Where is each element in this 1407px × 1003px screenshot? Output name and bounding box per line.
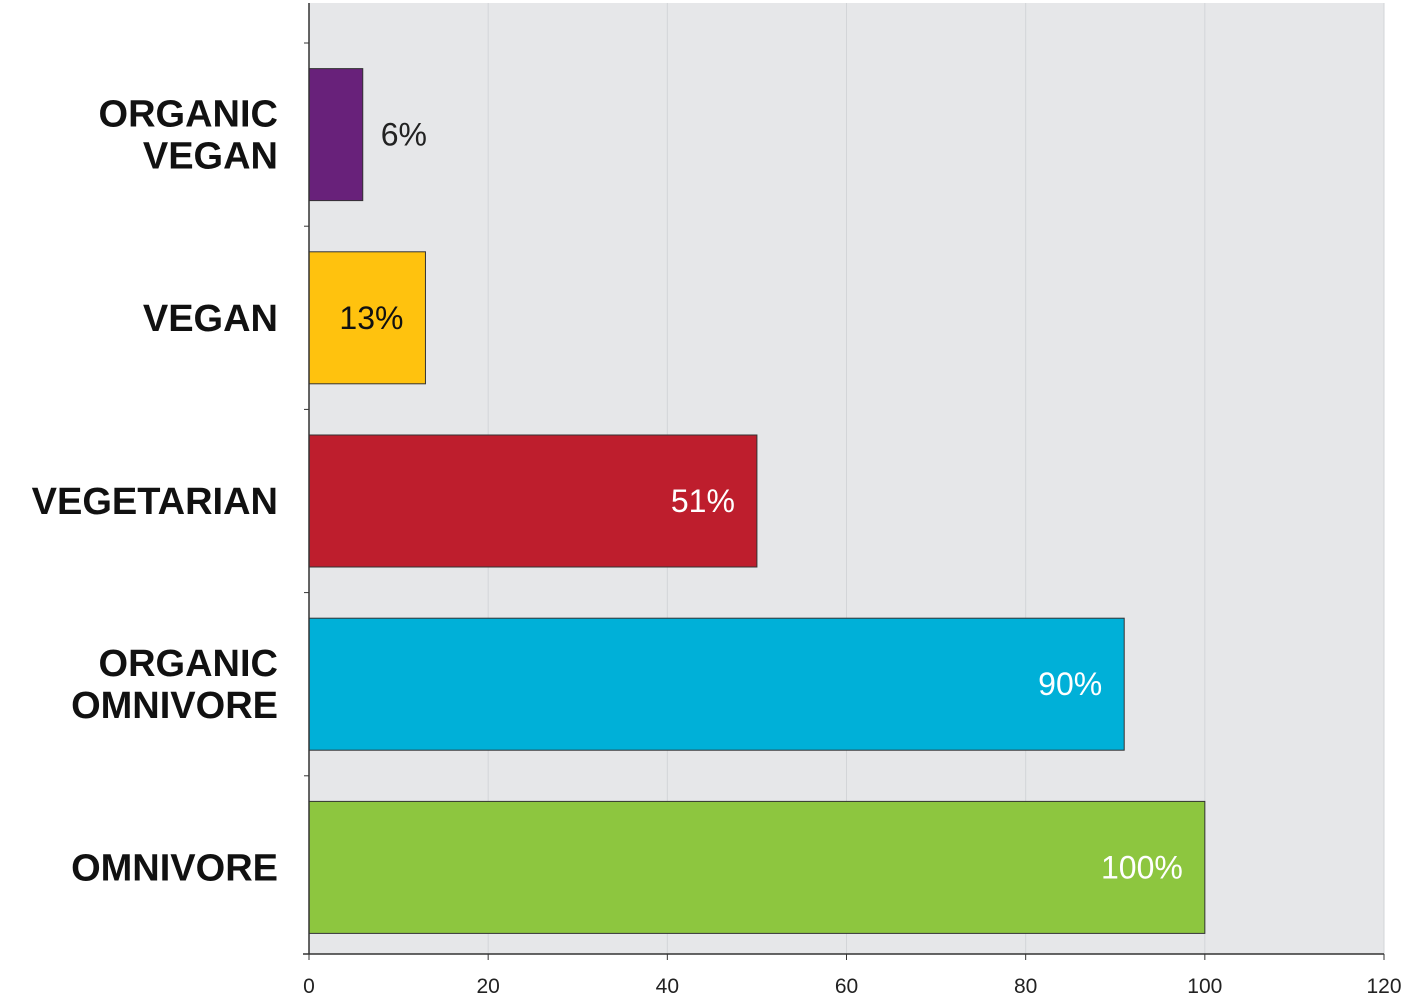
x-tick-label-20: 20 xyxy=(476,975,499,998)
axes xyxy=(303,3,1385,960)
tick-labels: 0 20 40 60 80 100 120 xyxy=(303,975,1401,998)
category-label-vegetarian: VEGETARIAN xyxy=(32,481,278,523)
category-label-organic-vegan-line2: VEGAN xyxy=(143,136,278,178)
data-label-organic-vegan: 6% xyxy=(381,117,427,153)
x-tick-label-80: 80 xyxy=(1014,975,1037,998)
category-labels: ORGANICVEGANVEGANVEGETARIANORGANICOMNIVO… xyxy=(32,94,278,890)
x-tick-label-0: 0 xyxy=(303,975,315,998)
category-label-organic-omnivore-line1: ORGANIC xyxy=(99,643,278,685)
bar-organic-vegan xyxy=(308,68,364,202)
bar-omnivore xyxy=(308,800,1206,934)
bar-vegetarian xyxy=(308,434,758,568)
bar-vegan xyxy=(308,251,426,385)
x-tick-label-120: 120 xyxy=(1366,975,1401,998)
bar-organic-omnivore xyxy=(308,617,1125,751)
bar-labels: 6% 13% 51% 90% 100% xyxy=(339,117,1182,886)
data-label-omnivore: 100% xyxy=(1101,849,1183,885)
x-tick-label-100: 100 xyxy=(1187,975,1222,998)
data-label-vegetarian: 51% xyxy=(671,483,735,519)
data-label-vegan: 13% xyxy=(339,300,403,336)
category-label-vegan: VEGAN xyxy=(143,298,278,340)
category-label-organic-vegan-line1: ORGANIC xyxy=(99,94,278,136)
x-tick-label-60: 60 xyxy=(835,975,858,998)
category-label-omnivore: OMNIVORE xyxy=(71,847,278,889)
bars xyxy=(308,68,1206,934)
category-label-organic-omnivore-line2: OMNIVORE xyxy=(71,685,278,727)
data-label-organic-omnivore: 90% xyxy=(1038,666,1102,702)
x-tick-label-40: 40 xyxy=(656,975,679,998)
